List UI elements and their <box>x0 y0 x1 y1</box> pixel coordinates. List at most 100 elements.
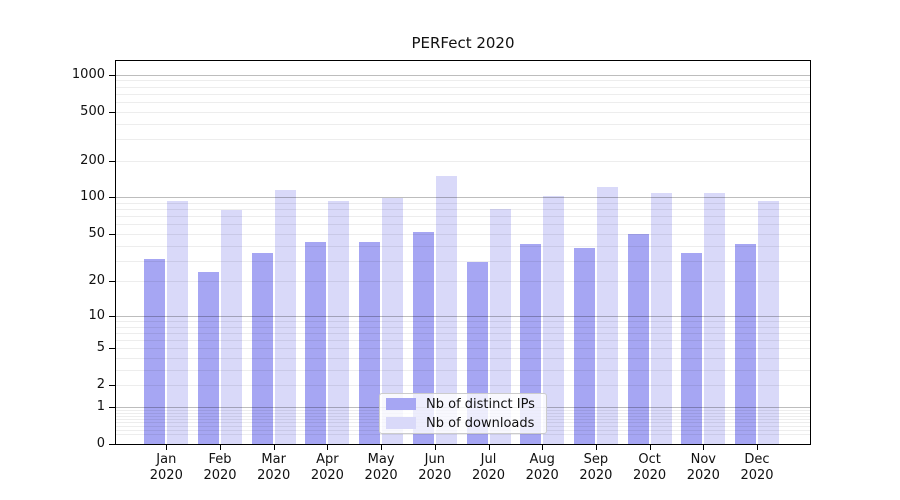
x-tick-label: Feb 2020 <box>203 452 237 483</box>
bar-distinct-ips-mar <box>251 252 273 445</box>
y-tick <box>109 315 115 317</box>
gridline-minor <box>115 111 811 113</box>
x-tick <box>381 445 383 450</box>
x-tick <box>273 445 275 450</box>
gridline-minor <box>115 281 811 283</box>
gridline-minor <box>115 216 811 218</box>
y-tick-label: 2 <box>96 377 105 393</box>
y-tick <box>109 233 115 235</box>
x-tick <box>595 445 597 450</box>
x-tick-label: Oct 2020 <box>633 452 667 483</box>
chart-title: PERFect 2020 <box>411 34 515 52</box>
bar-distinct-ips-oct <box>627 233 649 445</box>
y-tick-label: 100 <box>80 189 105 205</box>
gridline-minor <box>115 102 811 104</box>
gridline-minor <box>115 245 811 247</box>
x-tick-label: Jul 2020 <box>471 452 506 483</box>
y-tick <box>109 160 115 162</box>
bar-distinct-ips-feb <box>198 271 219 445</box>
gridline-minor <box>115 321 811 322</box>
legend-swatch-downloads <box>386 417 416 429</box>
bar-distinct-ips-apr <box>305 241 327 445</box>
gridline-minor <box>115 80 811 82</box>
y-tick <box>109 407 115 408</box>
x-tick-label: Jun 2020 <box>418 452 452 483</box>
y-tick <box>109 385 115 387</box>
bar-downloads-feb <box>221 209 242 445</box>
bar-distinct-ips-nov <box>681 252 703 445</box>
y-tick <box>109 74 115 76</box>
bar-downloads-may <box>382 198 404 445</box>
gridline-minor <box>115 139 811 140</box>
gridline-minor <box>115 209 811 211</box>
x-tick-label: Sep 2020 <box>579 452 613 483</box>
gridline-minor <box>115 434 811 436</box>
legend-item-distinct-ips: Nb of distinct IPs <box>386 396 540 412</box>
x-tick <box>488 445 490 450</box>
bar-downloads-jul <box>489 208 511 445</box>
y-tick <box>109 197 115 199</box>
bar-distinct-ips-sep <box>573 248 595 445</box>
gridline-minor <box>115 203 811 204</box>
legend-label-distinct-ips: Nb of distinct IPs <box>426 396 535 412</box>
bar-distinct-ips-jan <box>144 258 166 445</box>
y-tick-label: 1000 <box>71 66 105 82</box>
gridline-minor <box>115 332 811 334</box>
x-tick <box>434 445 436 450</box>
x-tick <box>166 445 168 450</box>
y-tick <box>109 444 115 445</box>
y-tick <box>109 281 115 283</box>
gridline-minor <box>115 123 811 125</box>
legend-item-downloads: Nb of downloads <box>386 415 540 431</box>
y-tick-label: 0 <box>96 436 105 451</box>
bar-downloads-oct <box>650 193 672 445</box>
bar-downloads-jan <box>167 201 189 445</box>
bar-distinct-ips-dec <box>735 244 756 445</box>
gridline-major <box>115 197 811 199</box>
legend-swatch-distinct-ips <box>386 398 416 410</box>
y-tick-label: 500 <box>80 103 105 119</box>
x-tick-label: Jan 2020 <box>149 452 183 483</box>
bar-downloads-apr <box>328 201 350 445</box>
x-tick <box>649 445 651 450</box>
bar-downloads-jun <box>435 175 457 445</box>
bar-distinct-ips-jun <box>412 231 434 445</box>
y-tick <box>109 111 115 113</box>
bar-downloads-sep <box>596 187 618 445</box>
legend-label-downloads: Nb of downloads <box>426 415 535 431</box>
bar-downloads-mar <box>274 190 296 445</box>
y-tick-label: 20 <box>88 273 105 289</box>
y-tick-label: 5 <box>96 340 105 356</box>
gridline-minor <box>115 260 811 262</box>
y-tick-label: 10 <box>88 307 105 323</box>
x-tick-label: Mar 2020 <box>257 452 291 483</box>
gridline-minor <box>115 358 811 359</box>
x-tick-label: Apr 2020 <box>310 452 344 483</box>
x-tick-label: May 2020 <box>364 452 398 483</box>
gridline-minor <box>115 233 811 235</box>
y-tick-label: 50 <box>88 225 105 241</box>
gridline-minor <box>115 348 811 350</box>
x-tick-label: Aug 2020 <box>525 452 559 483</box>
x-tick <box>542 445 544 450</box>
y-tick-label: 1 <box>96 399 105 414</box>
x-tick <box>220 445 221 450</box>
x-tick <box>327 445 329 450</box>
gridline-minor <box>115 93 811 95</box>
legend: Nb of distinct IPs Nb of downloads <box>379 393 547 434</box>
x-tick-label: Nov 2020 <box>686 452 720 483</box>
x-tick <box>703 445 705 450</box>
y-tick <box>109 348 115 350</box>
bar-downloads-dec <box>758 201 779 445</box>
x-tick <box>757 445 758 450</box>
gridline-minor <box>115 326 811 328</box>
x-tick-label: Dec 2020 <box>740 452 774 483</box>
bar-distinct-ips-may <box>359 241 381 445</box>
gridline-minor <box>115 385 811 387</box>
gridline-minor <box>115 160 811 162</box>
gridline-major <box>115 74 811 76</box>
gridline-minor <box>115 340 811 341</box>
gridline-major <box>115 315 811 317</box>
gridline-minor <box>115 369 811 371</box>
